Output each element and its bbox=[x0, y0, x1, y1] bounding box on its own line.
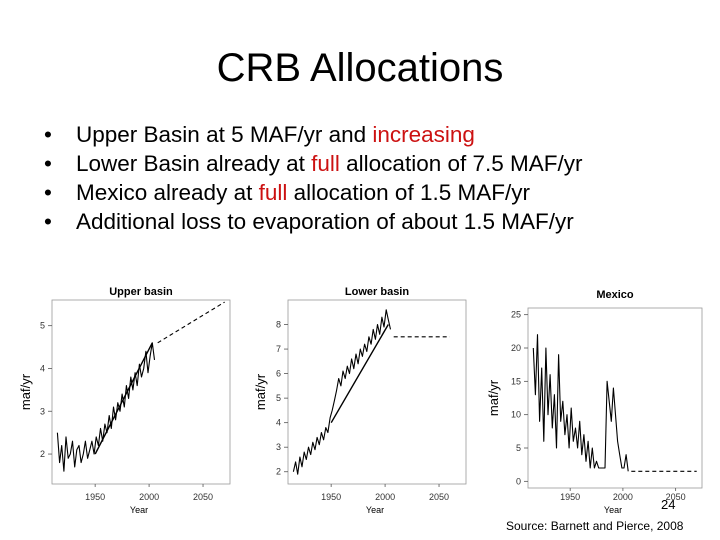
bullet-highlight: full bbox=[258, 180, 288, 205]
x-axis-label: Year bbox=[130, 505, 148, 515]
bullet-dot: • bbox=[44, 209, 52, 234]
bullet-item: • Upper Basin at 5 MAF/yr and increasing bbox=[44, 120, 583, 149]
y-tick-label: 10 bbox=[511, 410, 521, 420]
y-tick-label: 0 bbox=[516, 476, 521, 486]
slide-title: CRB Allocations bbox=[216, 46, 504, 90]
y-tick-label: 5 bbox=[276, 393, 281, 403]
x-axis-label: Year bbox=[366, 505, 384, 515]
bullet-item: • Mexico already at full allocation of 1.… bbox=[44, 178, 583, 207]
y-tick-label: 7 bbox=[276, 344, 281, 354]
y-tick-label: 20 bbox=[511, 343, 521, 353]
y-tick-label: 5 bbox=[516, 443, 521, 453]
x-tick-label: 2000 bbox=[613, 492, 633, 502]
data-line bbox=[56, 342, 156, 472]
y-tick-label: 4 bbox=[40, 363, 45, 373]
y-tick-label: 25 bbox=[511, 310, 521, 320]
y-tick-label: 8 bbox=[276, 320, 281, 330]
bullet-text-tail: allocation of 7.5 MAF/yr bbox=[339, 151, 583, 176]
bullet-text-tail: allocation of 1.5 MAF/yr bbox=[287, 180, 530, 205]
bullet-text: Lower Basin already at bbox=[76, 151, 312, 176]
x-tick-label: 2000 bbox=[139, 492, 159, 502]
y-tick-label: 6 bbox=[276, 369, 281, 379]
bullet-highlight: full bbox=[311, 151, 340, 176]
mexico-chart: Mexico maf/yr Year 0 5 10 15 20 25 1950 2000 2050 bbox=[486, 289, 703, 515]
source-citation: Source: Barnett and Pierce, 2008 bbox=[506, 519, 684, 533]
bullet-list: • Upper Basin at 5 MAF/yr and increasing … bbox=[44, 120, 583, 236]
page-number: 24 bbox=[661, 497, 676, 512]
y-tick-label: 3 bbox=[40, 406, 45, 416]
y-axis-label: maf/yr bbox=[486, 379, 501, 416]
bullet-text: Mexico already at bbox=[76, 180, 259, 205]
y-tick-label: 2 bbox=[40, 449, 45, 459]
y-tick-label: 15 bbox=[511, 376, 521, 386]
x-axis-label: Year bbox=[604, 505, 622, 515]
bullet-dot: • bbox=[44, 180, 52, 205]
x-tick-label: 2000 bbox=[375, 492, 395, 502]
y-tick-label: 4 bbox=[276, 418, 281, 428]
y-tick-label: 3 bbox=[276, 442, 281, 452]
projection-line bbox=[157, 301, 225, 344]
data-line bbox=[292, 309, 392, 475]
x-tick-label: 2050 bbox=[666, 492, 686, 502]
y-axis-label: maf/yr bbox=[18, 373, 33, 410]
bullet-text: Additional loss to evaporation of about … bbox=[76, 209, 574, 234]
y-axis-label: maf/yr bbox=[253, 373, 268, 410]
plot-frame bbox=[527, 307, 703, 489]
trend-line bbox=[94, 342, 153, 455]
bullet-item: • Additional loss to evaporation of about… bbox=[44, 207, 583, 236]
x-tick-label: 1950 bbox=[321, 492, 341, 502]
chart-title: Lower basin bbox=[345, 286, 409, 298]
bullet-dot: • bbox=[44, 122, 52, 147]
bullet-text: Upper Basin at 5 MAF/yr and bbox=[76, 122, 373, 147]
y-tick-label: 2 bbox=[276, 467, 281, 477]
trend-line bbox=[330, 324, 389, 424]
upper-basin-chart: Upper basin maf/yr Year 2 3 4 5 1950 2000 2050 bbox=[18, 286, 231, 515]
chart-title: Mexico bbox=[596, 289, 634, 301]
plot-frame bbox=[287, 299, 467, 485]
bullet-dot: • bbox=[44, 151, 52, 176]
plot-frame bbox=[51, 299, 231, 485]
x-tick-label: 2050 bbox=[429, 492, 449, 502]
lower-basin-chart: Lower basin maf/yr Year 2 3 4 5 6 7 8 1950 2000 2050 bbox=[253, 286, 467, 515]
bullet-highlight: increasing bbox=[372, 122, 475, 147]
x-tick-label: 1950 bbox=[85, 492, 105, 502]
chart-title: Upper basin bbox=[109, 286, 173, 298]
y-tick-label: 5 bbox=[40, 321, 45, 331]
x-tick-label: 2050 bbox=[193, 492, 213, 502]
bullet-item: • Lower Basin already at full allocation … bbox=[44, 149, 583, 178]
x-tick-label: 1950 bbox=[560, 492, 580, 502]
data-line bbox=[532, 334, 629, 472]
